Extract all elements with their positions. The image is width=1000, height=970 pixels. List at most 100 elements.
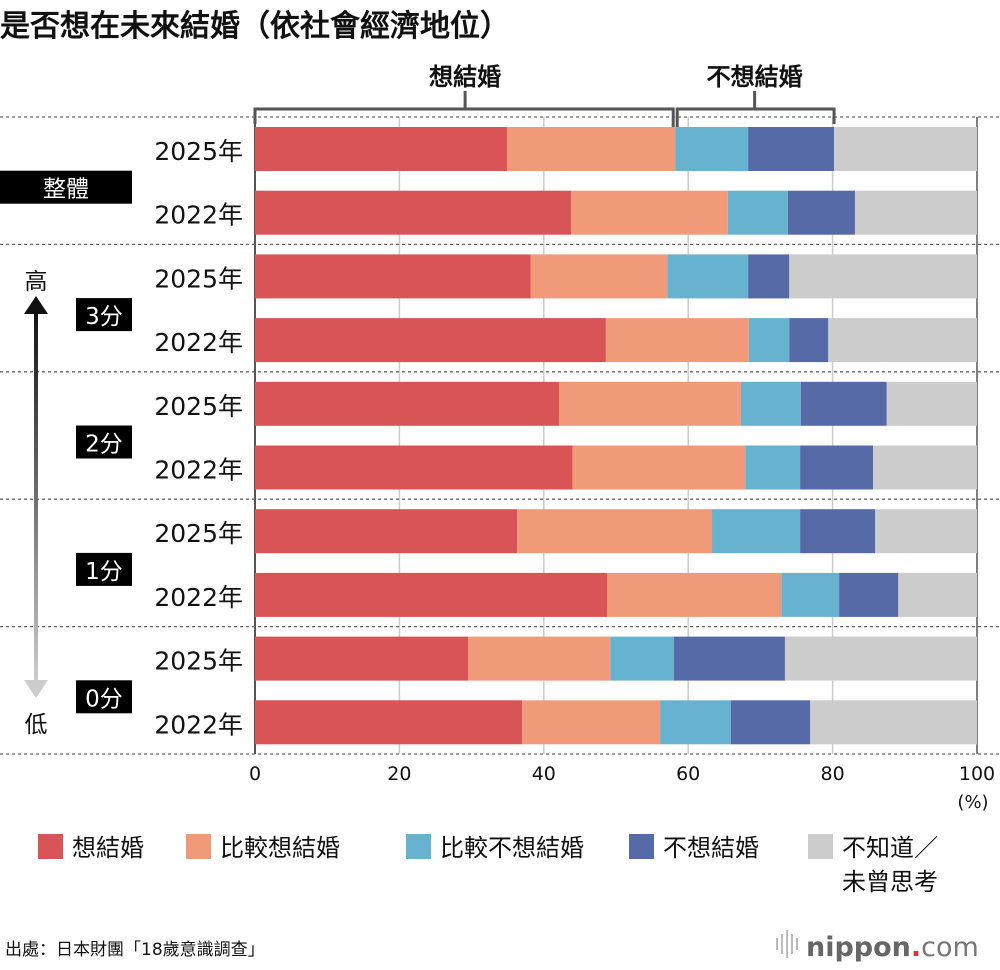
bracket-not-want — [675, 107, 836, 127]
arrow-up-head — [24, 296, 48, 314]
bar-segment — [748, 318, 790, 363]
source-note: 出處：日本財團「18歲意識調查」 — [5, 940, 265, 960]
row-label: 2025年 — [154, 137, 243, 166]
bar-segment — [828, 318, 977, 363]
x-tick-label: 0 — [249, 763, 261, 785]
group-label-box — [76, 425, 132, 459]
group-label: 0分 — [85, 686, 123, 712]
arrow-bottom-label: 低 — [25, 712, 48, 738]
bar-segment — [255, 254, 531, 299]
row-label: 2022年 — [154, 201, 243, 230]
group-label-box — [0, 170, 132, 204]
bar-segment — [255, 636, 468, 681]
legend-label: 比較想結婚 — [220, 834, 340, 862]
arrow-top-label: 高 — [25, 269, 48, 295]
bar-segment — [572, 445, 746, 490]
legend-swatch — [808, 834, 833, 859]
bar-segment — [517, 509, 713, 554]
bar-segment — [522, 700, 661, 745]
bar-segment — [839, 572, 899, 617]
bar-segment — [886, 381, 977, 426]
row-label: 2022年 — [154, 328, 243, 357]
bar-segment — [530, 254, 668, 299]
group-label: 2分 — [85, 432, 123, 458]
bar-segment — [660, 700, 731, 745]
bar-segment — [667, 254, 749, 299]
bar-segment — [675, 127, 749, 171]
x-tick-label: 100 — [959, 763, 995, 785]
bar-segment — [748, 254, 790, 299]
group-label: 整體 — [43, 177, 89, 203]
bar-segment — [467, 636, 611, 681]
bar-segment — [610, 636, 674, 681]
bar-segment — [255, 318, 606, 363]
group-label: 3分 — [85, 304, 123, 330]
legend-swatch — [406, 834, 431, 859]
x-tick-label: 80 — [821, 763, 845, 785]
bar-segment — [255, 127, 507, 171]
bar-segment — [875, 509, 977, 554]
legend-swatch — [186, 834, 211, 859]
nippon-logo: nippon.com — [776, 930, 979, 963]
bar-segment — [748, 127, 835, 171]
row-label: 2025年 — [154, 647, 243, 676]
bar-segment — [800, 445, 874, 490]
x-unit-label: (%) — [957, 792, 988, 813]
chart-title: 是否想在未來結婚（依社會經濟地位） — [0, 9, 510, 44]
bar-segment — [255, 509, 518, 554]
legend-label: 不知道／ — [842, 834, 938, 862]
svg-text:nippon.com: nippon.com — [806, 932, 979, 963]
legend-swatch — [38, 834, 63, 859]
legend-label: 比較不想結婚 — [440, 834, 584, 862]
gradient-arrow-shaft — [34, 310, 38, 680]
row-label: 2022年 — [154, 583, 243, 612]
bar-segment — [787, 190, 855, 235]
group-label-box — [76, 680, 132, 714]
bar-segment — [834, 127, 977, 171]
bar-segment — [727, 190, 788, 235]
bar-segment — [898, 572, 977, 617]
row-label: 2025年 — [154, 519, 243, 548]
bar-segment — [781, 572, 840, 617]
bar-segment — [255, 190, 572, 235]
bracket-want — [253, 107, 675, 127]
x-tick-label: 20 — [387, 763, 411, 785]
bar-segment — [605, 318, 749, 363]
bar-segment — [810, 700, 977, 745]
group-label-box — [76, 298, 132, 332]
bar-segment — [784, 636, 977, 681]
legend-label: 不想結婚 — [663, 834, 759, 862]
group-label: 1分 — [85, 559, 123, 585]
bar-segment — [712, 509, 801, 554]
bar-segment — [255, 445, 573, 490]
arrow-down-head — [24, 680, 48, 698]
group-label-box — [76, 552, 132, 586]
bracket-label-not-want: 不想結婚 — [707, 63, 803, 91]
bar-segment — [873, 445, 977, 490]
legend-swatch — [629, 834, 654, 859]
bar-segment — [255, 381, 559, 426]
bracket-label-want: 想結婚 — [429, 63, 501, 91]
bar-segment — [800, 381, 887, 426]
bar-segment — [607, 572, 782, 617]
row-label: 2022年 — [154, 710, 243, 739]
x-tick-label: 40 — [532, 763, 556, 785]
bar-segment — [673, 636, 785, 681]
bar-segment — [789, 254, 977, 299]
bar-segment — [740, 381, 801, 426]
row-label: 2025年 — [154, 264, 243, 293]
bar-segment — [255, 572, 608, 617]
bar-segment — [571, 190, 728, 235]
bar-segment — [745, 445, 801, 490]
bar-segment — [255, 700, 523, 745]
row-label: 2022年 — [154, 456, 243, 485]
bar-segment — [558, 381, 741, 426]
bar-segment — [854, 190, 977, 235]
legend-label: 想結婚 — [72, 834, 144, 862]
bar-segment — [789, 318, 829, 363]
row-label: 2025年 — [154, 392, 243, 421]
legend-label: 未曾思考 — [842, 868, 938, 896]
bar-segment — [506, 127, 676, 171]
